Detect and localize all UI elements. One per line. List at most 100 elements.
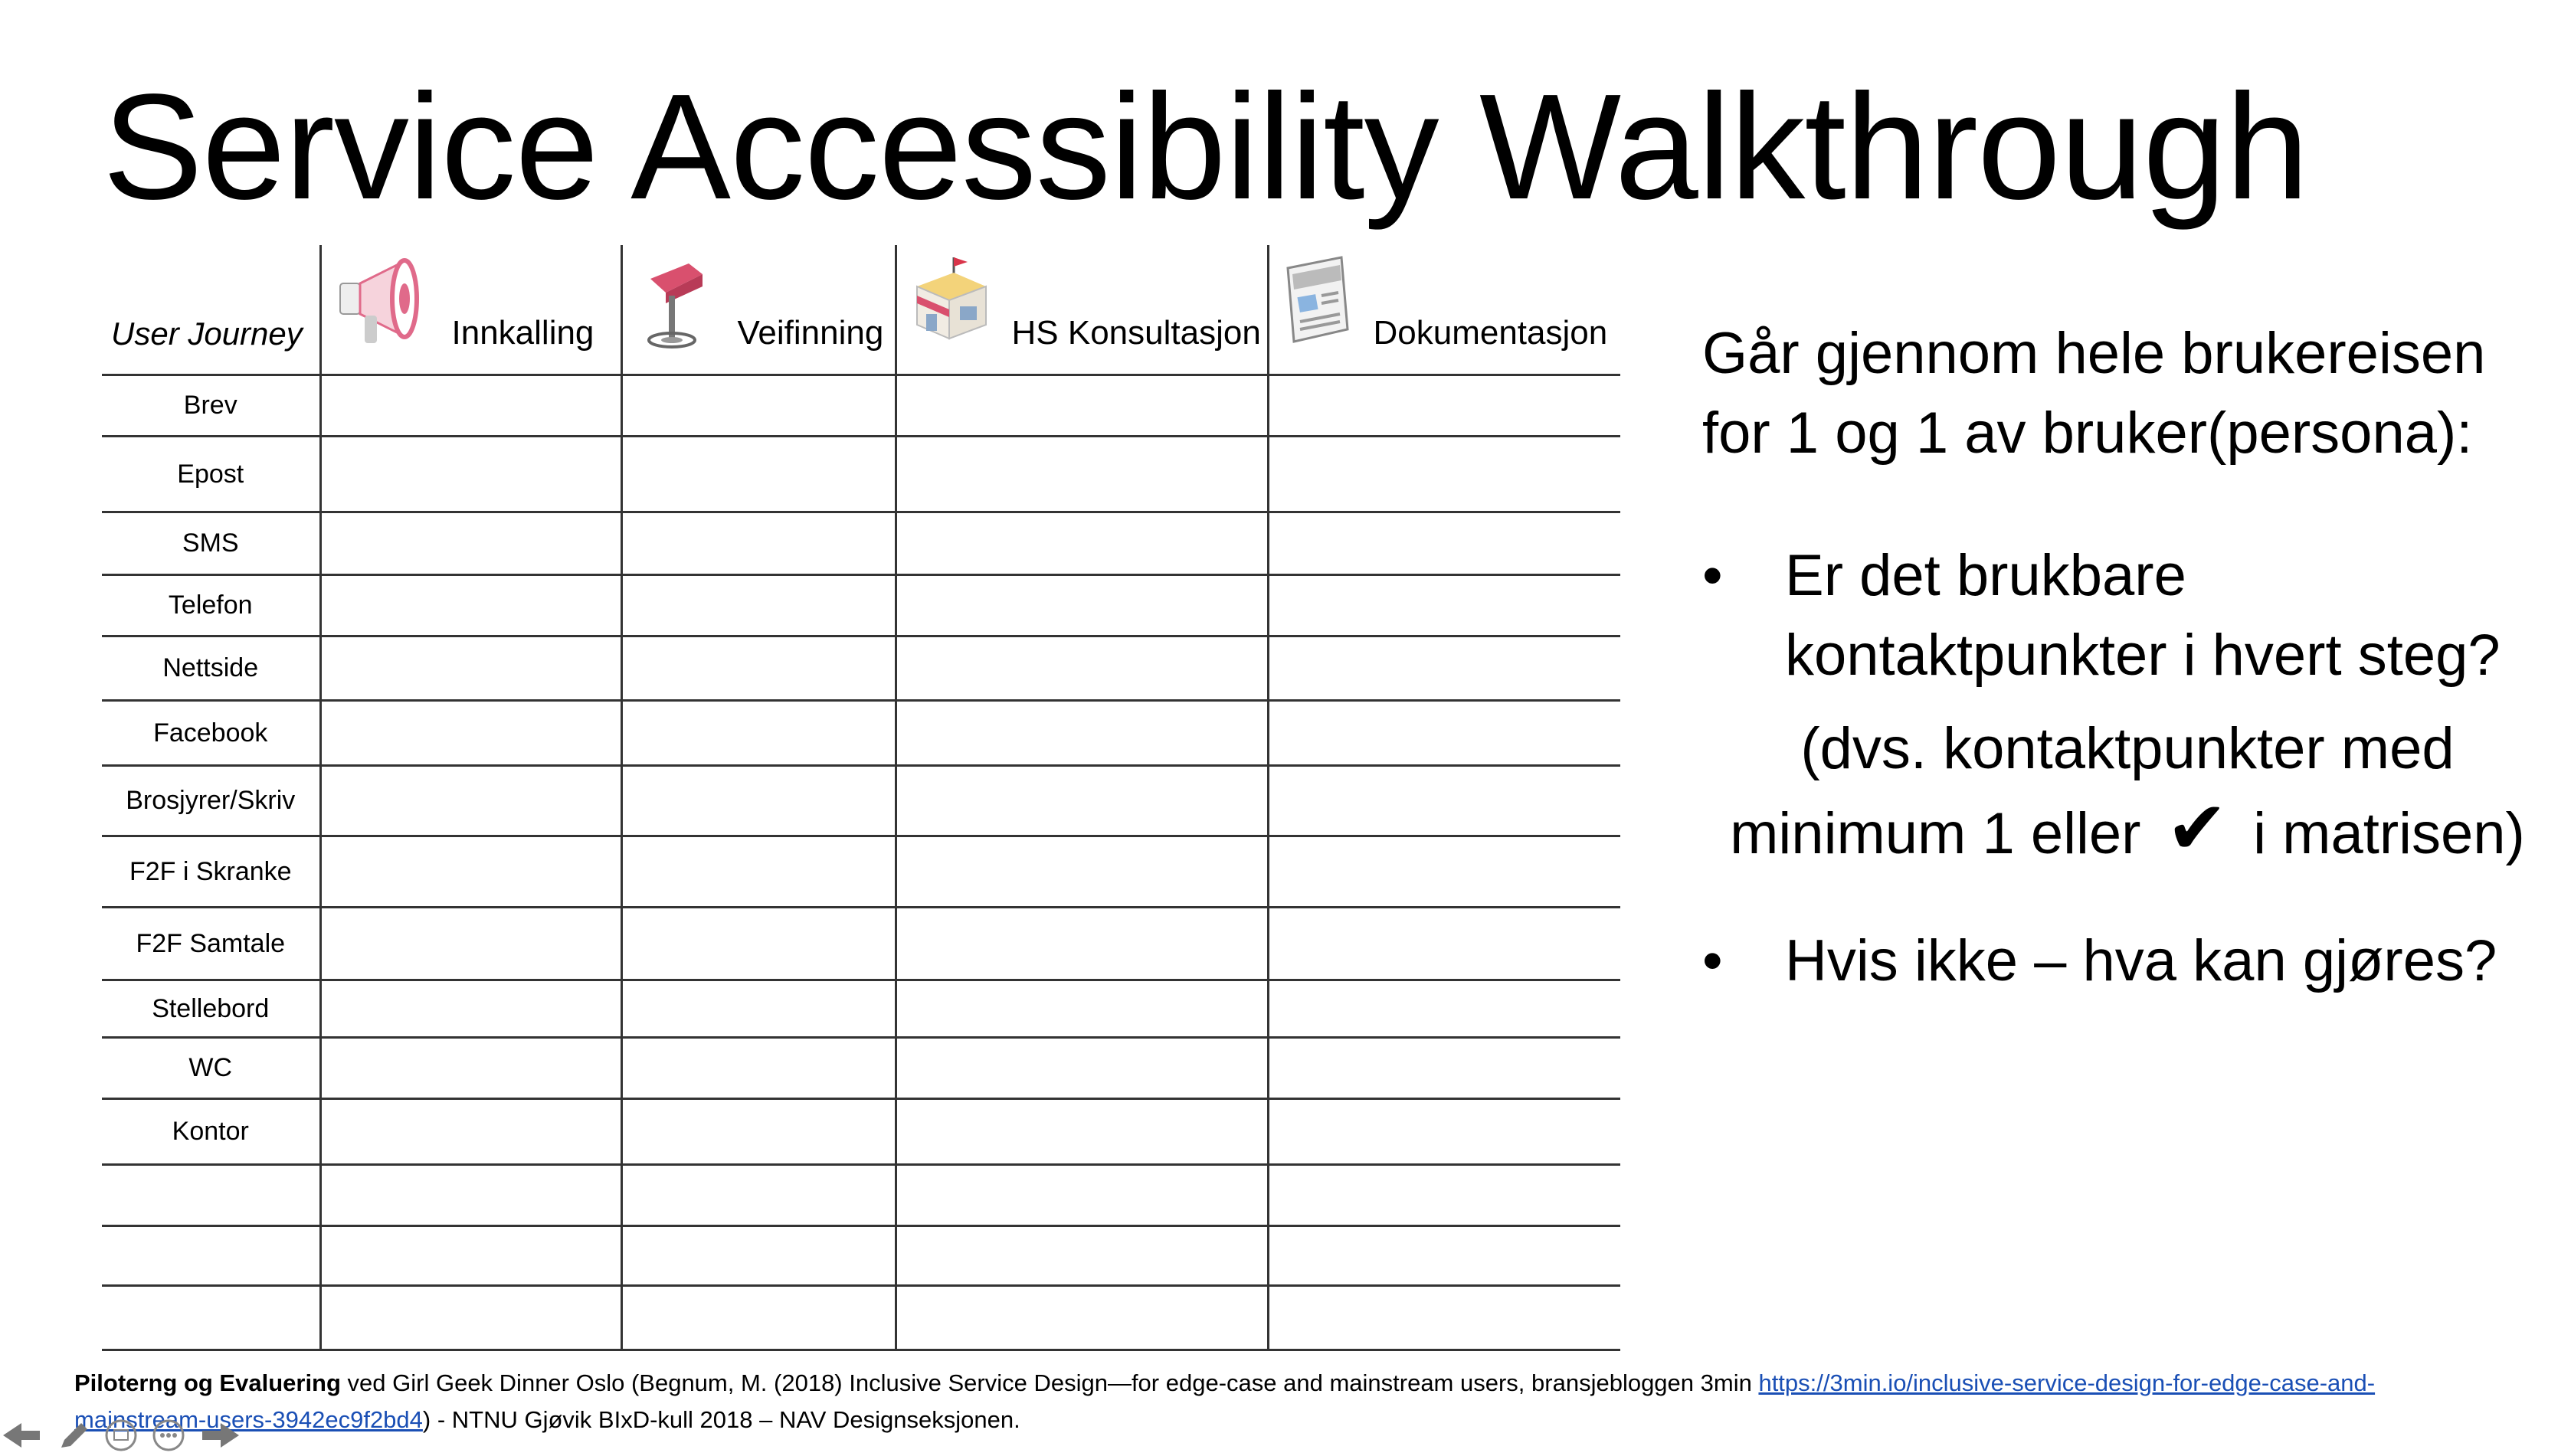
row-label: Epost	[102, 436, 320, 513]
matrix-cell[interactable]	[894, 436, 1268, 513]
matrix-cell[interactable]	[894, 700, 1268, 767]
matrix-cell[interactable]	[1266, 1098, 1620, 1166]
user-journey-header: User Journey	[102, 245, 320, 376]
matrix-header-row: User Journey Innkalling	[102, 245, 1620, 376]
megaphone-icon	[339, 258, 419, 343]
arrow-right-icon[interactable]	[199, 1420, 242, 1454]
matrix-cell[interactable]	[1266, 1037, 1620, 1100]
matrix-cell[interactable]	[1266, 512, 1620, 576]
matrix-cell[interactable]	[894, 1037, 1268, 1100]
matrix-cell[interactable]	[1266, 980, 1620, 1039]
bullet-item: • Er det brukbare kontaktpunkter i hvert…	[1702, 536, 2553, 695]
matrix-cell[interactable]	[319, 512, 621, 576]
row-label: Nettside	[102, 636, 320, 702]
table-row	[102, 1164, 1620, 1227]
footer-link[interactable]: https://3min.io/inclusive-service-design…	[74, 1369, 2376, 1433]
side-text: Går gjennom hele brukereisen for 1 og 1 …	[1702, 314, 2553, 1001]
matrix-cell[interactable]	[894, 1285, 1268, 1351]
matrix-cell[interactable]	[620, 1098, 896, 1166]
matrix-cell[interactable]	[1266, 1285, 1620, 1351]
table-row	[102, 1285, 1620, 1351]
table-row: F2F i Skranke	[102, 836, 1620, 908]
matrix-cell[interactable]	[620, 512, 896, 576]
matrix-cell[interactable]	[894, 907, 1268, 981]
table-row: WC	[102, 1037, 1620, 1100]
matrix-cell[interactable]	[620, 1225, 896, 1287]
column-label: Veifinning	[737, 314, 884, 352]
matrix-cell[interactable]	[319, 1225, 621, 1287]
matrix-cell[interactable]	[620, 636, 896, 702]
matrix-cell[interactable]	[319, 907, 621, 981]
matrix-cell[interactable]	[620, 1037, 896, 1100]
matrix-cell[interactable]	[1266, 636, 1620, 702]
row-label: Facebook	[102, 700, 320, 767]
column-label: Innkalling	[451, 314, 594, 352]
matrix-cell[interactable]	[894, 636, 1268, 702]
matrix-cell[interactable]	[620, 375, 896, 437]
matrix-cell[interactable]	[319, 1037, 621, 1100]
matrix-cell[interactable]	[1266, 1164, 1620, 1227]
bullet-text: Hvis ikke – hva kan gjøres?	[1785, 928, 2497, 993]
table-row: Nettside	[102, 636, 1620, 702]
matrix-cell[interactable]	[620, 836, 896, 908]
matrix-cell[interactable]	[1266, 375, 1620, 437]
row-label	[102, 1285, 320, 1351]
matrix-cell[interactable]	[620, 1285, 896, 1351]
row-label: Stellebord	[102, 980, 320, 1039]
more-icon[interactable]	[152, 1418, 185, 1456]
matrix-cell[interactable]	[1266, 836, 1620, 908]
matrix-cell[interactable]	[319, 700, 621, 767]
matrix-cell[interactable]	[894, 1164, 1268, 1227]
table-row: F2F Samtale	[102, 907, 1620, 981]
matrix-cell[interactable]	[894, 375, 1268, 437]
table-row: Kontor	[102, 1098, 1620, 1166]
arrow-left-icon[interactable]	[0, 1420, 43, 1454]
matrix-cell[interactable]	[319, 1098, 621, 1166]
matrix-cell[interactable]	[319, 836, 621, 908]
pen-icon[interactable]	[57, 1420, 90, 1454]
slides-icon[interactable]	[104, 1418, 138, 1456]
matrix-cell[interactable]	[1266, 765, 1620, 837]
matrix-cell[interactable]	[620, 980, 896, 1039]
intro-text: Går gjennom hele brukereisen for 1 og 1 …	[1702, 321, 2486, 466]
matrix-cell[interactable]	[894, 1225, 1268, 1287]
matrix-cell[interactable]	[894, 1098, 1268, 1166]
matrix-cell[interactable]	[894, 512, 1268, 576]
matrix-cell[interactable]	[620, 700, 896, 767]
column-header-veifinning: Veifinning	[620, 245, 896, 376]
table-row: Telefon	[102, 574, 1620, 637]
matrix-cell[interactable]	[620, 1164, 896, 1227]
matrix-cell[interactable]	[319, 980, 621, 1039]
matrix-cell[interactable]	[894, 836, 1268, 908]
matrix-cell[interactable]	[894, 574, 1268, 637]
column-header-hs-konsultasjon: HS Konsultasjon	[894, 245, 1268, 376]
matrix-cell[interactable]	[1266, 436, 1620, 513]
column-header-dokumentasjon: Dokumentasjon	[1266, 245, 1620, 376]
matrix-cell[interactable]	[894, 765, 1268, 837]
matrix-cell[interactable]	[1266, 907, 1620, 981]
matrix-cell[interactable]	[319, 1164, 621, 1227]
row-label: Brosjyrer/Skriv	[102, 765, 320, 837]
matrix-cell[interactable]	[1266, 574, 1620, 637]
matrix-cell[interactable]	[319, 636, 621, 702]
signpost-icon	[647, 263, 703, 348]
matrix-cell[interactable]	[319, 436, 621, 513]
table-row: Stellebord	[102, 980, 1620, 1039]
matrix-cell[interactable]	[1266, 1225, 1620, 1287]
matrix-cell[interactable]	[319, 375, 621, 437]
matrix-cell[interactable]	[319, 1285, 621, 1351]
matrix-cell[interactable]	[319, 765, 621, 837]
matrix-cell[interactable]	[620, 574, 896, 637]
journey-matrix: User Journey Innkalling	[102, 245, 1620, 1351]
matrix-cell[interactable]	[620, 765, 896, 837]
matrix-cell[interactable]	[894, 980, 1268, 1039]
paren-line-1: (dvs. kontaktpunkter med	[1800, 716, 2455, 781]
matrix-cell[interactable]	[1266, 700, 1620, 767]
row-label	[102, 1225, 320, 1287]
bullet-item: • Hvis ikke – hva kan gjøres?	[1702, 921, 2553, 1001]
matrix-cell[interactable]	[620, 907, 896, 981]
matrix-cell[interactable]	[620, 436, 896, 513]
matrix-cell[interactable]	[319, 574, 621, 637]
paren-note: (dvs. kontaktpunkter med minimum 1 eller…	[1702, 709, 2553, 874]
table-row: Facebook	[102, 700, 1620, 767]
